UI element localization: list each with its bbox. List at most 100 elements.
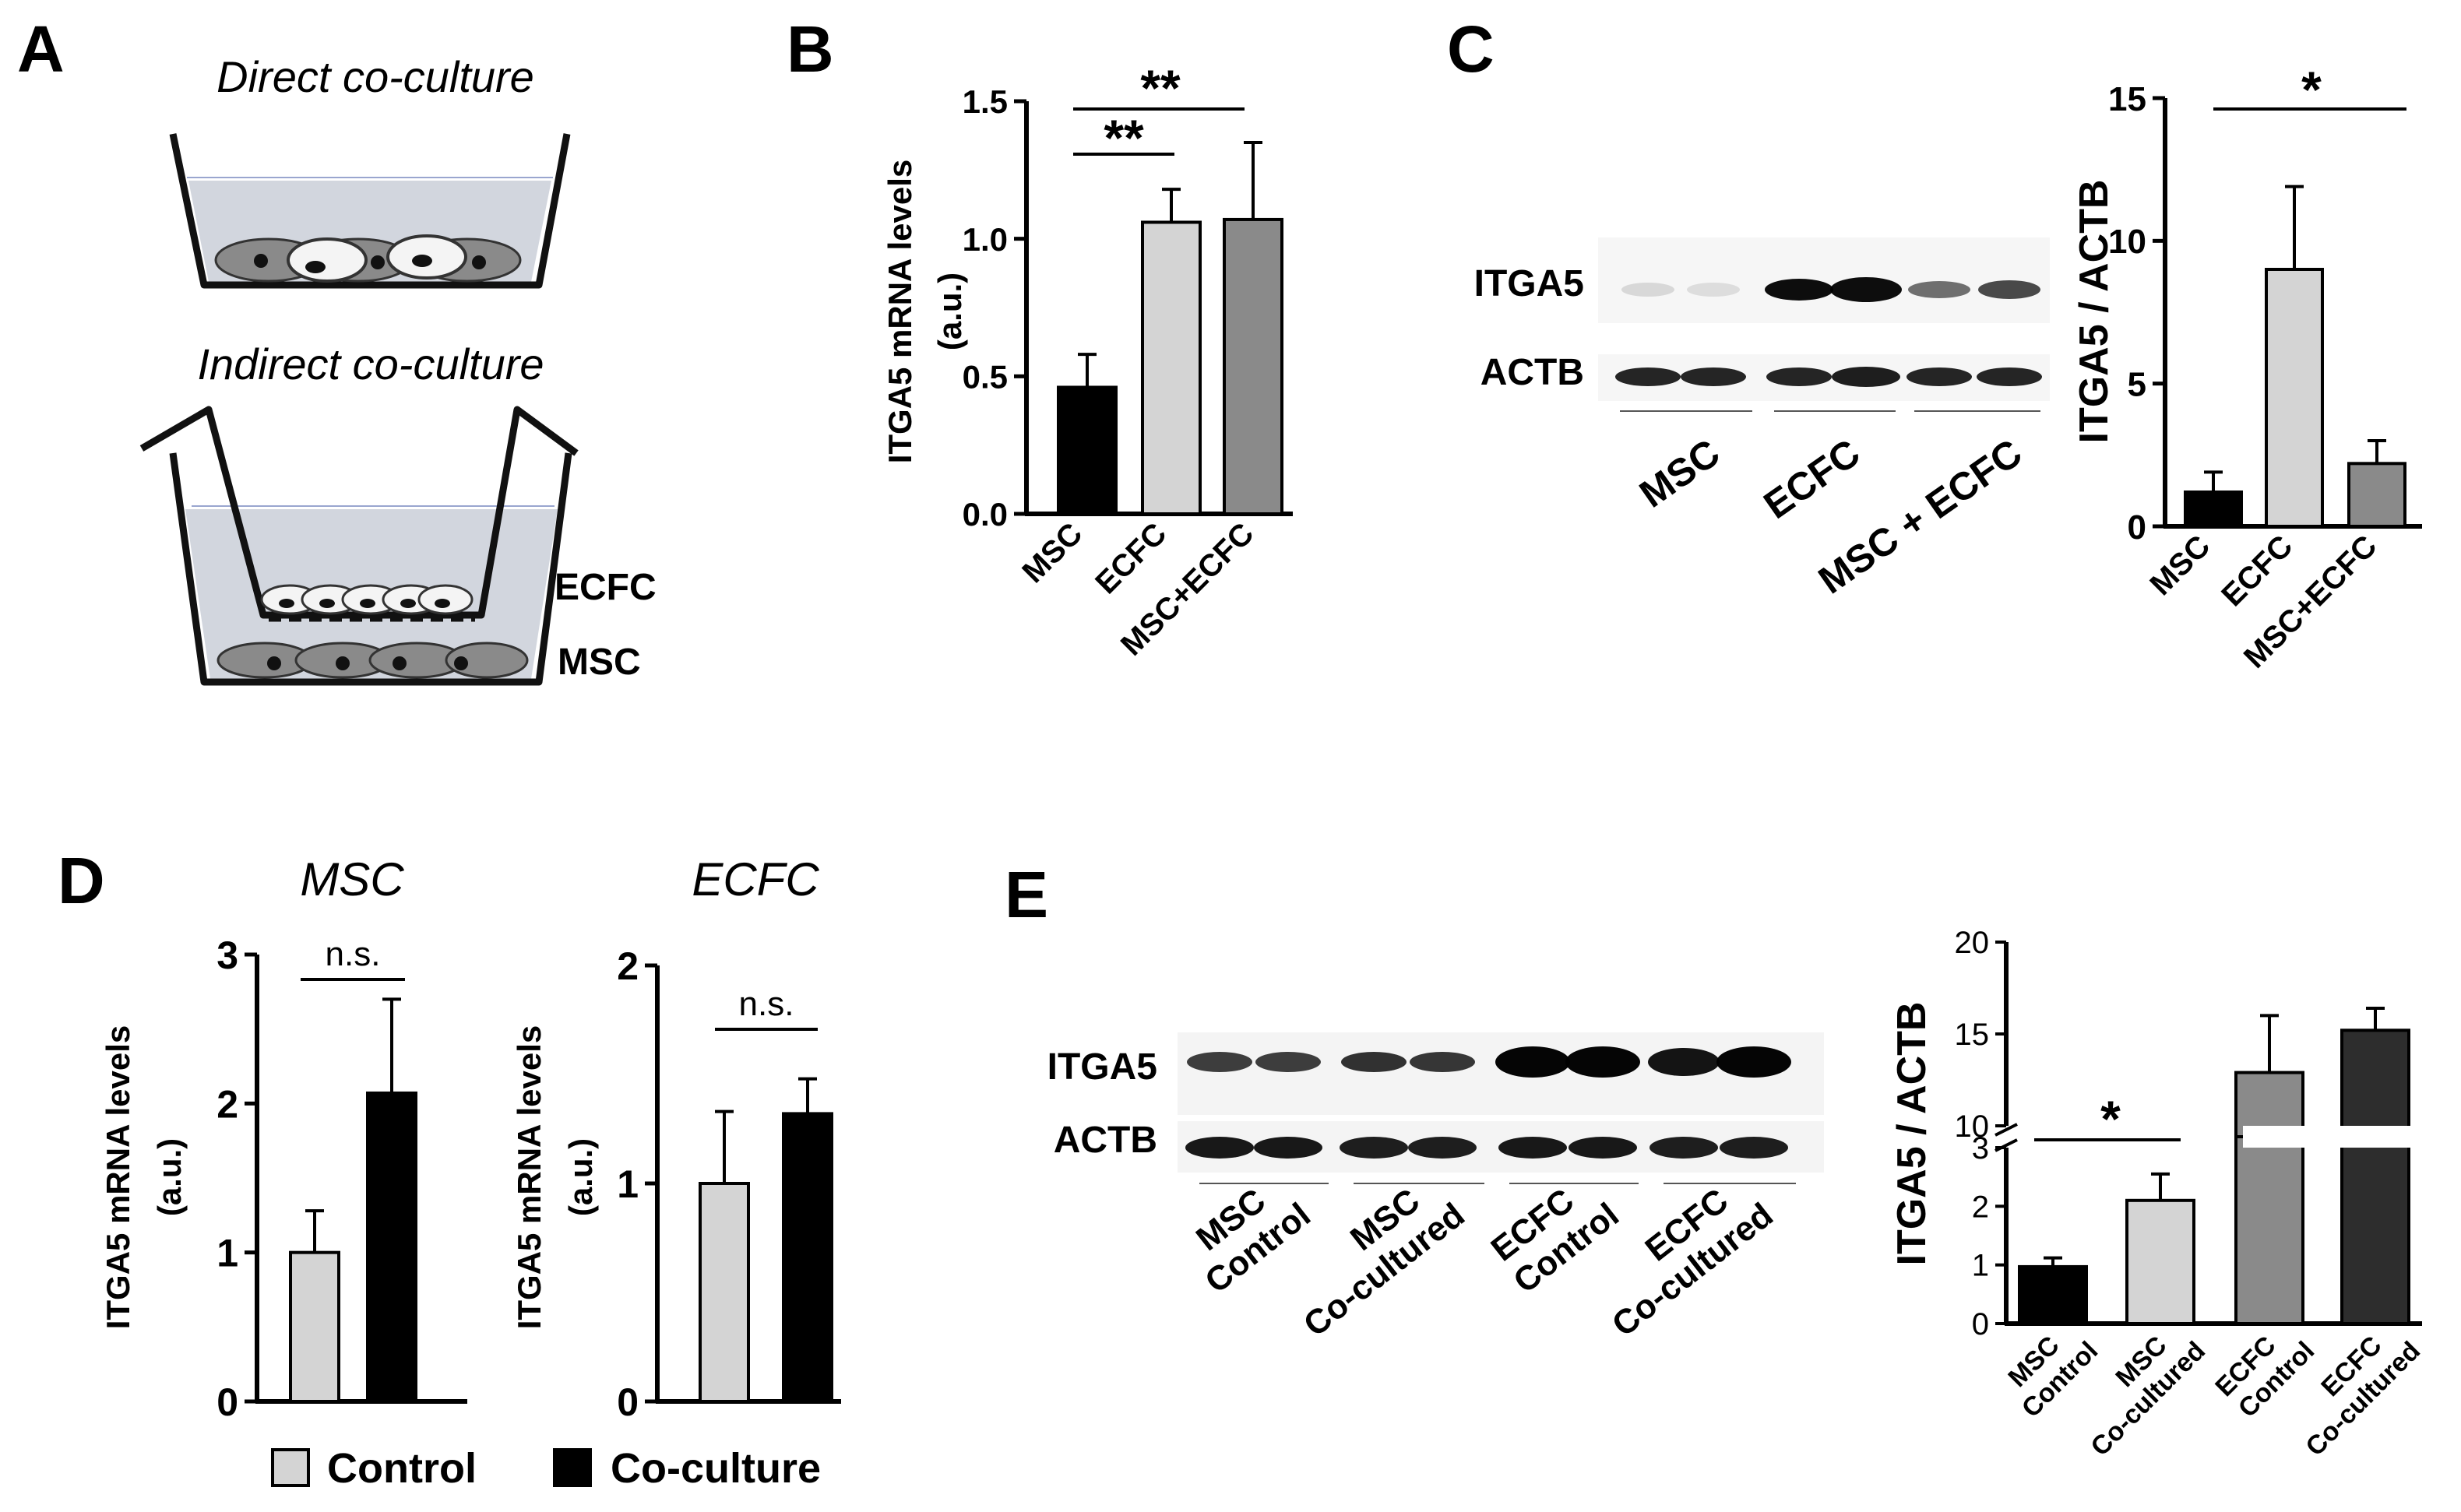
blot-band [1649, 1137, 1718, 1159]
label-ecfc: ECFC [555, 567, 657, 608]
E-axis-break-mark [1995, 1123, 2018, 1137]
E-bar-upper [2340, 1029, 2410, 1139]
chart-d-ecfc: 0 1 2 ITGA5 mRNA levels (a.u.) ECFC n.s. [511, 853, 841, 1424]
D-ECFC-y-tick-label: 0 [617, 1380, 639, 1424]
blot-band [1255, 1052, 1321, 1072]
insert-ecfc-cells [260, 584, 474, 615]
E-y-tick-label: 3 [1972, 1131, 1989, 1166]
blot-band [1254, 1137, 1322, 1159]
E-x-tick-label: ECFCControl [2209, 1314, 2320, 1425]
western-blot-c: ITGA5 ACTB MSC ECFC MSC + ECFC [1474, 237, 2050, 602]
blot-band [1621, 283, 1674, 297]
blot-band [1830, 277, 1902, 302]
direct-ecfc-cells [287, 234, 467, 283]
blot-e-group-msc-control: MSC Control [1189, 1181, 1318, 1300]
B-x-tick-label: ECFC [1089, 516, 1173, 600]
blot-e-group-ecfc-cocultured: ECFC Co-cultured [1605, 1181, 1780, 1344]
blot-e-group-ecfc-control: ECFC Control [1484, 1181, 1626, 1300]
B-bar [1223, 217, 1283, 515]
D-MSC-y-tick-label: 1 [217, 1232, 238, 1275]
chart-d-msc: 0 1 2 3 ITGA5 mRNA levels (a.u.) MSC n.s. [100, 853, 467, 1424]
blot-band [1648, 1048, 1720, 1076]
E-bar [2125, 1198, 2195, 1326]
D-MSC-y-axis-label: (a.u.) [151, 1138, 188, 1216]
B-significance-mark: ** [1104, 109, 1144, 167]
B-y-tick-label: 0.5 [963, 358, 1008, 395]
C-bar [2265, 268, 2324, 528]
D-MSC-y-tick-label: 0 [217, 1380, 238, 1424]
blot-e-bands [1185, 1046, 1791, 1159]
D-MSC-y-tick-label: 3 [217, 934, 238, 977]
blot-band [1908, 281, 1970, 298]
blot-band [1498, 1137, 1567, 1159]
D-MSC-y-tick-label: 2 [217, 1082, 238, 1126]
blot-band [1340, 1137, 1408, 1159]
blot-band [1681, 367, 1746, 386]
B-y-tick-label: 0.0 [963, 496, 1008, 533]
B-y-tick-label: 1.5 [963, 83, 1008, 120]
E-y-tick-label: 2 [1972, 1190, 1989, 1224]
direct-coculture-title: Direct co-culture [217, 52, 534, 101]
blot-band [1720, 1137, 1788, 1159]
D-ECFC-y-axis-label: ITGA5 mRNA levels [511, 1025, 547, 1330]
blot-c-row-label-itga5: ITGA5 [1474, 263, 1584, 304]
blot-e-group-msc-cocultured: MSC Co-cultured [1297, 1181, 1472, 1344]
blot-band [1716, 1046, 1791, 1078]
blot-band [1408, 1137, 1477, 1159]
D-ECFC-y-axis-label: (a.u.) [562, 1138, 599, 1216]
D-MSC-bar [366, 1091, 417, 1403]
blot-band [1615, 367, 1681, 386]
direct-msc-cells [214, 237, 522, 283]
blot-c-bands [1615, 277, 2042, 387]
D-ECFC-y-tick-label: 2 [617, 944, 639, 988]
E-bar [2018, 1264, 2088, 1325]
C-y-tick-label: 5 [2128, 366, 2146, 404]
B-y-axis-label: (a.u.) [931, 273, 968, 350]
E-axis-break-gap [2243, 1126, 2414, 1148]
panel-d-letter: D [58, 844, 105, 917]
E-x-tick-label: ECFCCo-cultured [2278, 1314, 2426, 1462]
B-bar [1057, 385, 1118, 516]
blot-band [1495, 1046, 1570, 1078]
blot-band [1565, 1046, 1640, 1078]
legend: Control Co-culture [271, 1445, 821, 1492]
blot-band [1410, 1052, 1475, 1072]
blot-c-group-msc: MSC [1632, 431, 1727, 516]
legend-swatch-coculture [553, 1448, 592, 1487]
E-significance-mark: * [2100, 1090, 2121, 1148]
legend-swatch-control [271, 1448, 310, 1487]
E-y-axis-label: ITGA5 / ACTB [1889, 1002, 1935, 1266]
D-ECFC-bar [782, 1112, 833, 1404]
D-ECFC-bar [699, 1182, 750, 1403]
blot-c-group-ecfc: ECFC [1756, 431, 1868, 527]
B-x-tick-label: MSC [1016, 516, 1089, 589]
D-MSC-bar [289, 1250, 340, 1403]
E-y-tick-label: 15 [1955, 1018, 1990, 1052]
blot-band [1977, 367, 2042, 386]
panel-c-letter: C [1447, 12, 1495, 86]
D-MSC-significance-mark: n.s. [326, 935, 381, 973]
B-y-tick-label: 1.0 [963, 221, 1008, 258]
B-bar [1141, 220, 1202, 515]
western-blot-e: ITGA5 ACTB MSC Control MSC Co-cultured E… [1047, 1032, 1824, 1344]
C-y-tick-label: 10 [2108, 223, 2146, 261]
C-x-tick-label: MSC [2143, 529, 2216, 602]
chart-b: 0.0 0.5 1.0 1.5 ITGA5 mRNA levels (a.u.) MSC EC… [882, 59, 1293, 663]
blot-band [1568, 1137, 1637, 1159]
blot-e-row-label-itga5: ITGA5 [1047, 1046, 1157, 1088]
bottom-msc-cells [217, 642, 529, 679]
E-x-tick-label: MSCCo-cultured [2063, 1314, 2211, 1462]
blot-band [1832, 367, 1900, 387]
legend-label-coculture: Co-culture [611, 1445, 821, 1492]
blot-band [1766, 367, 1832, 386]
B-y-axis-label: ITGA5 mRNA levels [882, 160, 918, 464]
blot-e-row-label-actb: ACTB [1054, 1120, 1157, 1161]
blot-band [1185, 1137, 1254, 1159]
D-ECFC-y-tick-label: 1 [617, 1162, 639, 1206]
panel-e-letter: E [1005, 858, 1048, 931]
blot-e-itga5-strip [1178, 1032, 1824, 1115]
D-ECFC-title: ECFC [692, 853, 819, 905]
E-y-tick-label: 1 [1972, 1249, 1989, 1283]
